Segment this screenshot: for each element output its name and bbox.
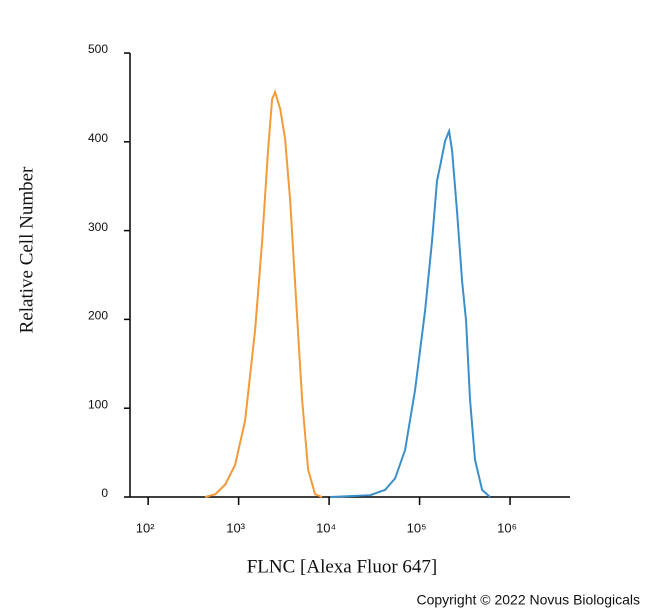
- histogram-line: [330, 127, 491, 498]
- x-tick-label: 10⁵: [407, 520, 427, 535]
- y-tick-label: 0: [101, 486, 108, 500]
- x-axis-label: FLNC [Alexa Fluor 647]: [247, 556, 438, 577]
- histogram-line: [204, 89, 323, 498]
- y-tick-label: 300: [88, 220, 108, 234]
- y-axis-label: Relative Cell Number: [16, 166, 37, 333]
- y-tick-label: 100: [88, 397, 108, 411]
- y-tick-label: 200: [88, 309, 108, 323]
- x-tick-label: 10⁶: [497, 520, 517, 535]
- y-tick-label: 500: [88, 42, 108, 56]
- copyright: Copyright © 2022 Novus Biologicals: [416, 592, 640, 608]
- y-tick-label: 400: [88, 131, 108, 145]
- x-tick-label: 10³: [226, 520, 245, 535]
- x-tick-label: 10²: [136, 520, 155, 535]
- x-tick-label: 10⁴: [316, 520, 336, 535]
